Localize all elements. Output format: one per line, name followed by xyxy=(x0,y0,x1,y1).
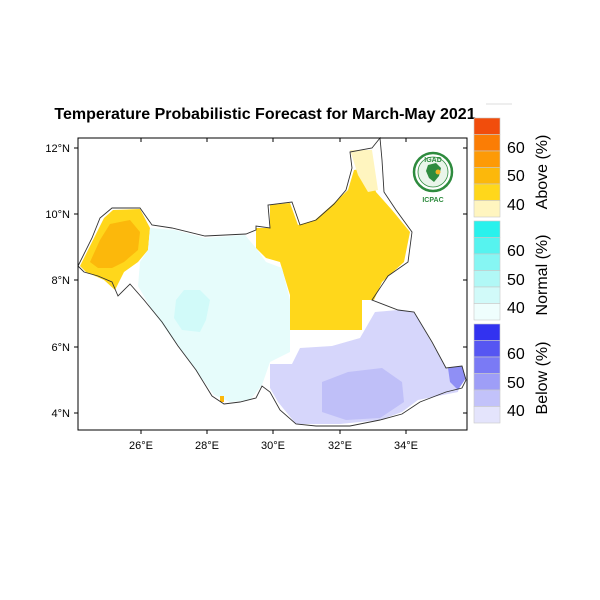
region-below-core xyxy=(322,368,404,420)
lon-tick-label: 34°E xyxy=(394,440,418,452)
logo-top-text: IGAD xyxy=(424,157,442,164)
legend-swatch xyxy=(473,220,501,238)
legend-above-label: 50 xyxy=(507,168,525,185)
map-panel: 26°E 28°E 30°E 32°E 34°E 12°N 10°N 8°N 6… xyxy=(45,136,468,452)
legend-below-label: 50 xyxy=(507,375,525,392)
legend-swatch xyxy=(473,270,501,288)
legend-swatch xyxy=(473,150,501,168)
legend-normal-caption: Normal (%) xyxy=(534,235,551,316)
legend-swatch xyxy=(473,373,501,391)
lon-tick-label: 32°E xyxy=(328,440,352,452)
legend-swatch xyxy=(473,253,501,271)
legend-below-label: 60 xyxy=(507,346,525,363)
lat-tick-label: 10°N xyxy=(45,209,70,221)
forecast-regions xyxy=(80,150,466,424)
legend-swatch xyxy=(473,340,501,358)
lon-tick-label: 30°E xyxy=(261,440,285,452)
lon-ticks xyxy=(140,138,407,434)
legend-swatch xyxy=(473,200,501,218)
lat-tick-label: 8°N xyxy=(52,275,71,287)
legend-below-label: 40 xyxy=(507,403,525,420)
legend-above-label: 40 xyxy=(507,197,525,214)
legend-above-label: 60 xyxy=(507,140,525,157)
region-above-east xyxy=(256,168,410,330)
legend-above-caption: Above (%) xyxy=(534,135,551,210)
map-title: Temperature Probabilistic Forecast for M… xyxy=(54,106,476,123)
legend-swatch xyxy=(473,237,501,255)
legend-swatch xyxy=(473,303,501,321)
legend-normal xyxy=(473,220,501,321)
legend: 60 50 40 Above (%) 60 50 40 Normal (%) 6… xyxy=(473,103,551,424)
region-below-east-tip xyxy=(448,366,466,390)
lat-tick-label: 4°N xyxy=(52,408,71,420)
legend-swatch xyxy=(473,183,501,201)
legend-swatch xyxy=(473,323,501,341)
legend-swatch xyxy=(473,286,501,304)
region-above-small-patch xyxy=(220,396,224,402)
region-normal-central xyxy=(138,228,290,402)
legend-swatch xyxy=(473,134,501,152)
region-normal-core xyxy=(174,290,210,332)
country-outline xyxy=(77,136,467,427)
lat-tick-label: 6°N xyxy=(52,342,71,354)
lon-tick-label: 28°E xyxy=(195,440,219,452)
legend-normal-label: 50 xyxy=(507,272,525,289)
logo-bottom-text: ICPAC xyxy=(422,197,443,204)
igad-icpac-logo: IGAD ICPAC xyxy=(412,151,454,204)
lat-ticks xyxy=(74,147,467,414)
legend-below-caption: Below (%) xyxy=(534,342,551,415)
lat-tick-label: 12°N xyxy=(45,143,70,155)
legend-swatch xyxy=(473,406,501,424)
region-above-west-core xyxy=(90,220,140,268)
legend-normal-label: 60 xyxy=(507,243,525,260)
legend-normal-label: 40 xyxy=(507,300,525,317)
legend-swatch xyxy=(473,356,501,374)
region-below-south xyxy=(270,310,462,424)
legend-above xyxy=(473,117,501,218)
lon-tick-label: 26°E xyxy=(129,440,153,452)
region-above-light-north xyxy=(350,150,378,192)
legend-swatch xyxy=(473,389,501,407)
legend-swatch xyxy=(473,167,501,185)
legend-swatch xyxy=(473,117,501,135)
legend-below xyxy=(473,323,501,424)
